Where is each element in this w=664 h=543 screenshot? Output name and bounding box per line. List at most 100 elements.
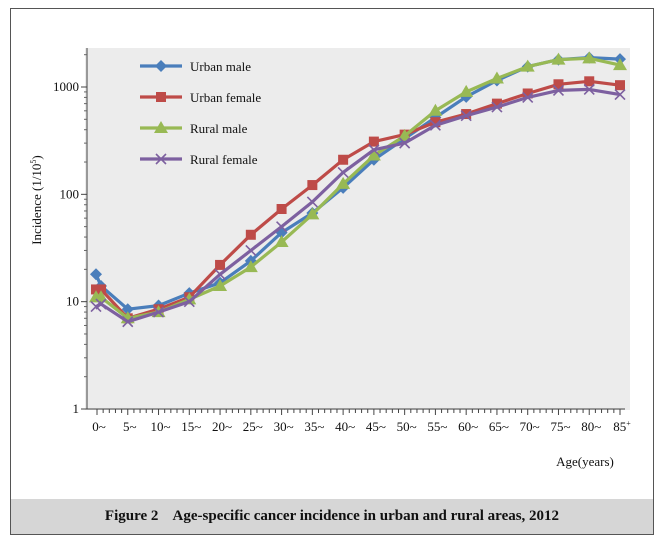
data-point [520, 59, 535, 72]
data-point [614, 89, 626, 101]
data-point [274, 234, 289, 247]
data-point [336, 176, 351, 189]
data-point [584, 76, 595, 87]
legend-label: Urban female [190, 90, 261, 105]
data-point [213, 278, 228, 291]
data-point [399, 137, 411, 149]
x-axis-title: Age(years) [556, 454, 614, 469]
data-point [96, 284, 106, 295]
data-point [245, 229, 256, 240]
data-point [245, 244, 257, 257]
legend-swatch-marker [155, 153, 167, 165]
data-point [551, 52, 566, 65]
data-point [366, 148, 381, 161]
data-point [215, 259, 226, 270]
legend-label: Rural female [190, 152, 258, 167]
legend-item: Rural male [140, 121, 248, 136]
data-point [613, 58, 627, 71]
data-point [122, 316, 134, 328]
data-point [276, 204, 287, 215]
data-point [460, 110, 472, 122]
data-point [459, 84, 474, 97]
data-point [582, 51, 597, 64]
legend-item: Urban female [140, 90, 261, 105]
x-tick-label: 15~ [181, 419, 201, 434]
x-tick-label: 80~ [581, 419, 601, 434]
series-line [96, 79, 621, 320]
data-point [183, 296, 195, 308]
data-point [522, 88, 533, 99]
data-point [337, 166, 349, 178]
series-line [95, 87, 621, 324]
x-tick-label: 20~ [212, 419, 232, 434]
y-tick-label: 100 [60, 186, 80, 201]
data-point [121, 303, 134, 316]
data-point [306, 196, 318, 208]
y-tick-label: 1 [73, 401, 80, 416]
series-urban-male [90, 51, 626, 316]
x-tick-label: 10~ [151, 419, 171, 434]
data-point [522, 91, 534, 103]
data-point [305, 207, 320, 220]
data-point [214, 268, 226, 280]
x-tick-label: 70~ [520, 419, 540, 434]
x-tick-label: 65~ [489, 419, 509, 434]
axes: 1 10 100 1000 0~ 5~ 10~ 15~ 20~ 25~ 30~ 35~ 40~ 45~ 50… [53, 48, 631, 434]
legend: Urban male Urban female Rural male Rural fe… [140, 59, 261, 167]
data-point [95, 298, 107, 310]
data-point [243, 260, 258, 273]
data-point [90, 268, 102, 281]
data-point [489, 71, 504, 84]
y-tick-label: 1000 [53, 79, 79, 94]
data-point [461, 109, 472, 120]
series-urban-female [91, 76, 625, 324]
x-tick-label: 60~ [458, 419, 478, 434]
x-tick-label: 85+ [613, 419, 631, 434]
y-axis-title-sup: 5 [29, 160, 38, 164]
y-axis-title: Incidence (1/105) [29, 155, 44, 245]
plot-area [85, 48, 630, 410]
y-tick-label: 10 [66, 294, 79, 309]
caption-bar: Figure 2 Age-specific cancer incidence i… [11, 499, 653, 534]
legend-swatch-marker [156, 92, 166, 102]
legend-swatch-marker [155, 60, 167, 72]
y-axis-title-main: Incidence (1/10 [29, 164, 44, 245]
legend-item: Urban male [140, 59, 251, 74]
data-point [491, 98, 502, 109]
data-point [368, 136, 379, 147]
y-axis-title-close: ) [29, 155, 44, 159]
x-tick-label: 5~ [123, 419, 137, 434]
data-point [615, 80, 625, 91]
data-point [430, 117, 441, 128]
data-point [491, 101, 503, 113]
x-tick-label: 25~ [243, 419, 263, 434]
data-point [428, 103, 443, 116]
data-point [552, 84, 565, 96]
data-point [553, 79, 564, 90]
series-rural-female [90, 83, 626, 328]
legend-label: Urban male [190, 59, 251, 74]
legend-item: Rural female [140, 152, 258, 167]
legend-swatch-marker [154, 121, 168, 133]
data-point [397, 128, 412, 141]
x-tick-label: 55~ [427, 419, 447, 434]
data-point [152, 306, 165, 318]
x-tick-label: 40~ [335, 419, 355, 434]
series-layer [89, 51, 627, 328]
x-tick-label: 35~ [304, 419, 324, 434]
data-point [368, 144, 380, 156]
x-tick-label: 0~ [92, 419, 106, 434]
data-point [94, 290, 108, 303]
data-point [338, 154, 349, 165]
legend-label: Rural male [190, 121, 248, 136]
figure-caption: Figure 2 Age-specific cancer incidence i… [104, 508, 560, 524]
x-tick-label: 30~ [274, 419, 294, 434]
data-point [429, 119, 441, 131]
x-tick-label-sup: + [626, 419, 631, 428]
data-point [583, 83, 595, 95]
x-tick-label: 45~ [366, 419, 386, 434]
x-tick-label: 75~ [550, 419, 570, 434]
data-point [276, 221, 288, 233]
data-point [307, 180, 318, 191]
